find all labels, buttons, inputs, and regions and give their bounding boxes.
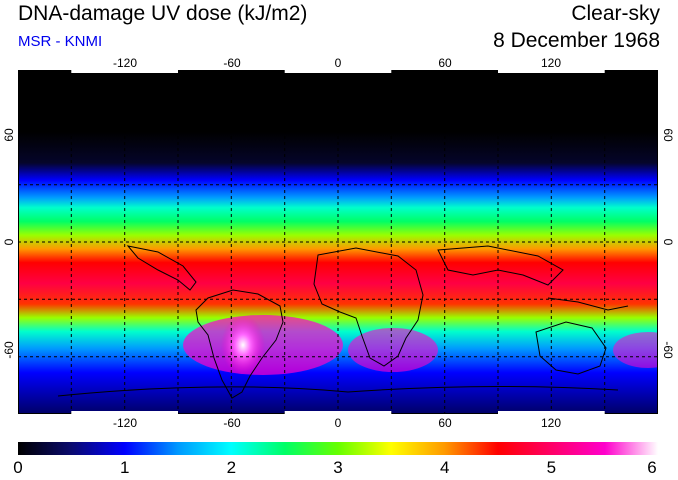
central-america-coastline xyxy=(126,245,197,291)
uv-maximum-south-atlantic xyxy=(348,328,438,372)
lat-tick-left: 60 xyxy=(2,128,16,142)
colorbar-tick-label: 0 xyxy=(13,458,23,477)
lon-tick-bottom: 120 xyxy=(540,416,562,430)
lon-tick-top: 0 xyxy=(334,56,342,70)
uv-peak-andes xyxy=(221,315,265,375)
lon-tick-top: -120 xyxy=(112,56,138,70)
uv-dose-map xyxy=(18,70,658,414)
colorbar-gradient xyxy=(18,442,658,455)
uv-maximum-australia xyxy=(613,332,658,368)
lon-tick-top: 60 xyxy=(438,56,452,70)
lon-tick-bottom: 0 xyxy=(334,416,342,430)
australia-coastline xyxy=(535,321,607,375)
coastlines xyxy=(57,245,629,399)
indonesia-coastline xyxy=(547,297,629,311)
lon-tick-bottom: -120 xyxy=(112,416,138,430)
page-title: DNA-damage UV dose (kJ/m2) xyxy=(18,2,308,25)
graticule xyxy=(18,70,658,414)
colorbar-tick-label: 6 xyxy=(647,458,657,477)
lat-tick-right: 0 xyxy=(661,238,675,246)
date-label: 8 December 1968 xyxy=(493,29,660,52)
colorbar-tick-label: 4 xyxy=(439,458,450,477)
asia-coastline xyxy=(437,245,564,286)
lat-tick-right: 60 xyxy=(661,128,675,142)
lat-tick-right: -60 xyxy=(661,341,675,359)
antarctica-coastline xyxy=(57,385,619,397)
frame-ticks xyxy=(71,70,605,414)
lon-tick-top: -60 xyxy=(223,56,241,70)
colorbar-tick-label: 1 xyxy=(119,458,130,477)
sky-condition-label: Clear-sky xyxy=(571,2,660,25)
lon-tick-bottom: 60 xyxy=(438,416,452,430)
lat-tick-left: -60 xyxy=(2,341,16,359)
colorbar-tick-label: 5 xyxy=(546,458,557,477)
source-label: MSR - KNMI xyxy=(18,33,103,50)
colorbar-tick-label: 3 xyxy=(333,458,343,477)
lat-tick-left: 0 xyxy=(2,238,16,246)
lon-tick-top: 120 xyxy=(540,56,562,70)
south-america-coastline xyxy=(195,289,284,399)
colorbar-tick-label: 2 xyxy=(226,458,237,477)
lon-tick-bottom: -60 xyxy=(223,416,241,430)
colorbar xyxy=(18,442,658,455)
